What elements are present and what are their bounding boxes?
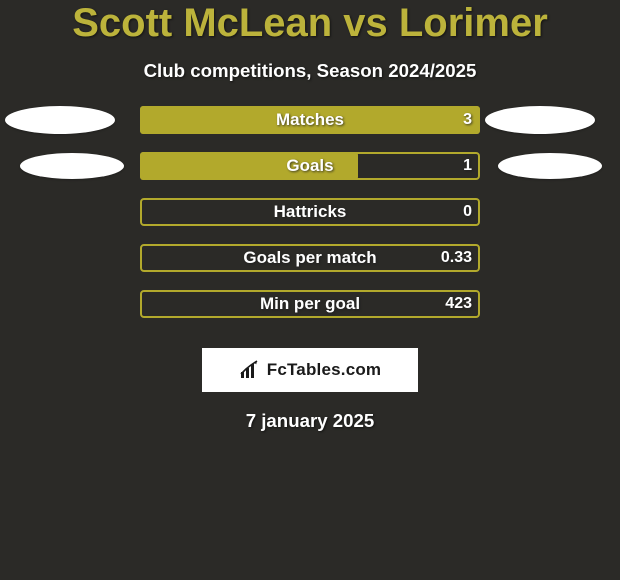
- avatar-ellipse: [20, 153, 124, 179]
- avatar-ellipse: [498, 153, 602, 179]
- site-logo: FcTables.com: [202, 348, 418, 392]
- page-title: Scott McLean vs Lorimer: [0, 2, 620, 46]
- stat-row: Hattricks0: [0, 198, 620, 244]
- page-date: 7 january 2025: [0, 410, 620, 432]
- site-logo-text: FcTables.com: [267, 360, 382, 380]
- avatar-ellipse: [485, 106, 595, 134]
- avatar-ellipse: [5, 106, 115, 134]
- bar-fill: [140, 106, 480, 134]
- bar-track: [140, 244, 480, 272]
- bar-fill: [140, 152, 358, 180]
- bar-track: [140, 290, 480, 318]
- page-subtitle: Club competitions, Season 2024/2025: [0, 60, 620, 82]
- stat-row: Goals per match0.33: [0, 244, 620, 290]
- bar-chart-icon: [239, 360, 261, 380]
- bar-track: [140, 198, 480, 226]
- stats-chart: Matches3Goals1Hattricks0Goals per match0…: [0, 106, 620, 336]
- stat-row: Min per goal423: [0, 290, 620, 336]
